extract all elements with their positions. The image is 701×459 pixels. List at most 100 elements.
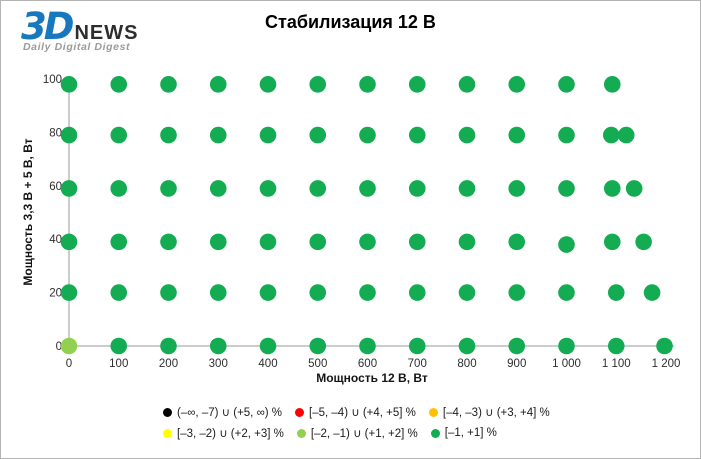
data-point: [309, 233, 327, 251]
data-point: [408, 284, 426, 301]
data-point: [408, 180, 426, 197]
data-point: [508, 233, 526, 251]
legend-item: [–3, –2) ∪ (+2, +3] %: [163, 426, 284, 440]
data-point: [60, 76, 78, 93]
data-point: [160, 126, 177, 144]
x-tick-label: 1 000: [552, 358, 581, 370]
data-point: [625, 180, 643, 197]
logo-3dnews: 3D NEWS Daily Digital Digest: [21, 5, 138, 53]
x-tick-label: 700: [408, 358, 427, 370]
data-point: [110, 180, 128, 197]
data-point: [359, 337, 376, 355]
legend-label: [–1, +1] %: [444, 427, 497, 439]
data-point: [110, 233, 128, 251]
x-tick-label: 300: [209, 358, 228, 370]
legend-item: [–5, –4) ∪ (+4, +5] %: [295, 405, 416, 419]
data-point: [60, 284, 78, 301]
data-point: [209, 337, 227, 355]
data-point: [359, 284, 376, 301]
data-point: [602, 126, 620, 144]
data-point: [603, 76, 621, 93]
data-point: [603, 180, 621, 197]
y-axis-tick-labels: 0 20 40 60 80 100: [43, 74, 62, 353]
data-point: [558, 126, 575, 144]
legend-row: [–3, –2) ∪ (+2, +3] % [–2, –1) ∪ (+1, +2]…: [163, 426, 550, 440]
data-point: [259, 284, 277, 301]
data-point: [359, 126, 376, 144]
x-tick-label: 600: [358, 358, 377, 370]
data-point: [209, 180, 227, 197]
data-point: [309, 126, 327, 144]
data-point: [458, 126, 476, 144]
data-point: [408, 126, 426, 144]
data-point: [508, 76, 526, 93]
data-point: [160, 337, 177, 355]
legend-item: [–1, +1] %: [430, 427, 497, 439]
legend-marker-dot: [296, 428, 306, 438]
data-point: [209, 284, 227, 301]
logo-wordmark: 3D NEWS: [21, 5, 138, 48]
legend-marker-dot: [163, 407, 172, 417]
y-tick-label: 20: [49, 288, 62, 300]
data-point: [408, 337, 426, 355]
logo-3d-text: 3D: [21, 5, 74, 48]
data-point: [603, 233, 621, 251]
data-point: [558, 180, 575, 197]
data-point: [643, 284, 661, 301]
y-axis-title: Мощность 3,3 В + 5 В, Вт: [21, 138, 35, 285]
data-point: [458, 76, 476, 93]
data-point: [558, 76, 575, 93]
data-points-layer: [60, 76, 673, 355]
data-point: [110, 337, 128, 355]
x-tick-label: 800: [457, 358, 476, 370]
data-point: [458, 233, 476, 251]
legend-marker-dot: [295, 407, 305, 417]
data-point: [309, 180, 327, 197]
legend-label: [–5, –4) ∪ (+4, +5] %: [309, 407, 416, 419]
data-point: [359, 233, 376, 251]
x-tick-label: 900: [507, 358, 526, 370]
x-tick-label: 0: [66, 358, 72, 370]
data-point: [259, 233, 277, 251]
data-point: [508, 337, 526, 355]
data-point: [110, 76, 128, 93]
data-point: [209, 233, 227, 251]
data-point: [635, 233, 652, 251]
data-point: [359, 180, 376, 197]
legend-label: [–2, –1) ∪ (+1, +2] %: [310, 428, 418, 440]
legend-item: (–∞, –7) ∪ (+5, ∞) %: [163, 405, 282, 419]
legend-marker-dot: [428, 407, 438, 417]
data-point: [656, 337, 673, 355]
data-point: [259, 126, 277, 144]
y-tick-label: 60: [49, 181, 62, 193]
data-point: [60, 233, 78, 251]
x-axis-tick-labels: 0 100 200 300 400 500 600 700 800 900 1 000 1 100 1 …: [66, 358, 681, 370]
data-point: [508, 126, 526, 144]
legend-marker-dot: [163, 428, 172, 438]
data-point: [558, 284, 575, 301]
data-point: [110, 126, 128, 144]
data-point: [160, 76, 177, 93]
legend-item: [–2, –1) ∪ (+1, +2] %: [296, 426, 418, 440]
legend-marker-dot: [430, 428, 440, 438]
data-point: [309, 284, 327, 301]
legend-row: (–∞, –7) ∪ (+5, ∞) % [–5, –4) ∪ (+4, +5] …: [163, 405, 550, 419]
data-point: [607, 337, 625, 355]
data-point: [259, 337, 277, 355]
data-point: [160, 284, 177, 301]
x-tick-label: 200: [159, 358, 178, 370]
legend-item: [–4, –3) ∪ (+3, +4] %: [428, 405, 550, 419]
data-point: [309, 337, 327, 355]
x-tick-label: 1 100: [602, 358, 631, 370]
data-point: [209, 126, 227, 144]
legend-label: [–3, –2) ∪ (+2, +3] %: [177, 428, 284, 440]
y-tick-label: 0: [56, 341, 62, 353]
y-tick-label: 100: [43, 74, 62, 86]
data-point: [309, 76, 327, 93]
data-point: [408, 76, 426, 93]
chart-title: Стабилизация 12 В: [265, 12, 436, 32]
data-point: [60, 180, 78, 197]
legend-label: (–∞, –7) ∪ (+5, ∞) %: [177, 407, 283, 419]
data-point: [209, 76, 227, 93]
x-axis-title: Мощность 12 В, Вт: [316, 371, 428, 385]
